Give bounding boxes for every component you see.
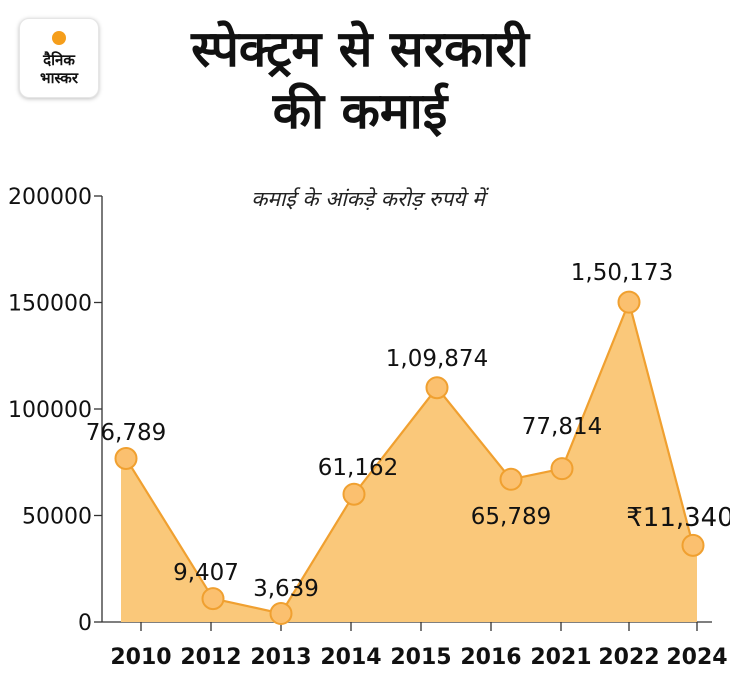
x-tick-label: 2024 [666, 645, 727, 670]
x-tick-label: 2015 [390, 645, 451, 670]
data-label: 1,09,874 [386, 346, 488, 372]
title-line-1: स्पेक्ट्रम से सरकारी [191, 20, 529, 78]
y-tick-label: 0 [78, 611, 92, 636]
data-label: 65,789 [471, 504, 551, 530]
x-tick-label: 2010 [110, 645, 171, 670]
data-label: 77,814 [522, 414, 602, 440]
y-tick-label: 50000 [22, 505, 92, 530]
title-line-2: की कमाई [272, 82, 448, 140]
data-point [269, 601, 293, 625]
data-point [550, 457, 574, 481]
data-point [201, 587, 225, 611]
x-tick-label: 2021 [530, 645, 591, 670]
y-tick-label: 100000 [8, 398, 92, 423]
data-point [114, 446, 138, 470]
data-label: ₹11,340 [626, 503, 730, 533]
dainik-bhaskar-logo: दैनिक भास्कर [19, 18, 99, 98]
data-point [681, 533, 705, 557]
data-point [617, 290, 641, 314]
y-tick-label: 150000 [8, 292, 92, 317]
x-tick-label: 2013 [250, 645, 311, 670]
logo-line-1: दैनिक [42, 51, 76, 69]
logo-graphic: दैनिकभास्कर [40, 31, 79, 87]
logo-line-2: भास्कर [40, 69, 79, 87]
chart-subtitle: कमाई के आंकड़े करोड़ रुपये में [251, 187, 489, 211]
data-label: 9,407 [173, 560, 239, 586]
y-tick-label: 200000 [8, 185, 92, 210]
page-title: स्पेक्ट्रम से सरकारी की कमाई [110, 18, 610, 142]
data-point [499, 467, 523, 491]
area-fill [121, 302, 697, 622]
data-label: 1,50,173 [571, 260, 673, 286]
x-tick-label: 2012 [180, 645, 241, 670]
x-tick-label: 2022 [598, 645, 659, 670]
data-label: 76,789 [86, 420, 166, 446]
x-tick-label: 2014 [320, 645, 381, 670]
x-tick-label: 2016 [460, 645, 521, 670]
data-label: 3,639 [253, 576, 319, 602]
data-point [342, 482, 366, 506]
logo-sun [52, 31, 66, 45]
data-label: 61,162 [318, 455, 398, 481]
data-point [425, 376, 449, 400]
